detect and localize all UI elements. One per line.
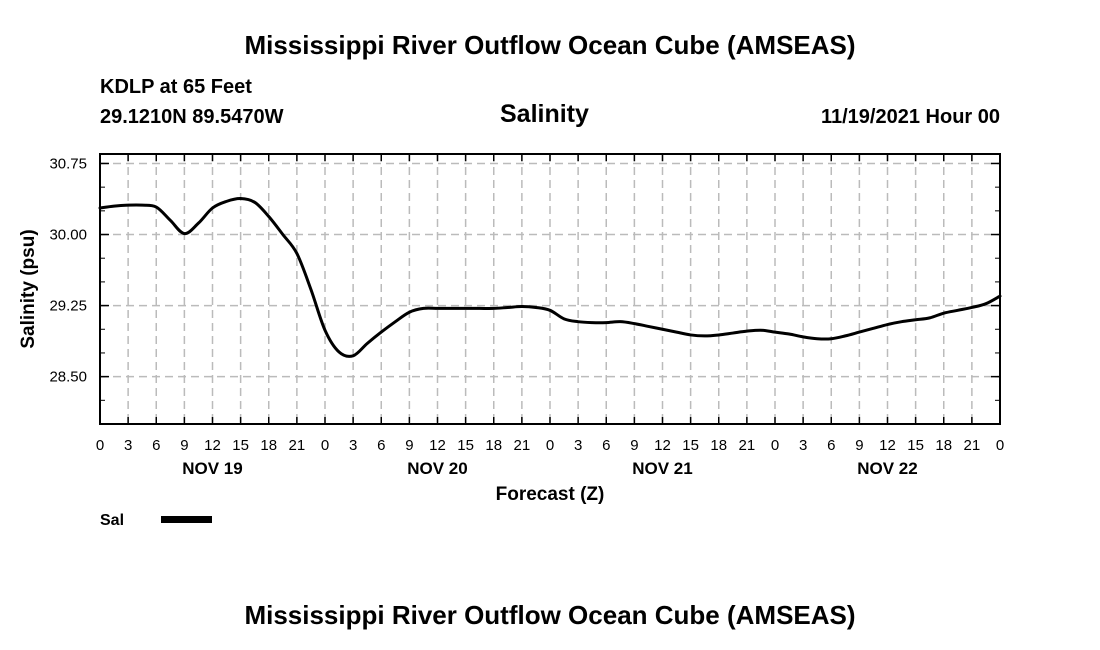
x-tick-label: 0 (321, 437, 329, 454)
x-tick-label: 21 (289, 437, 306, 454)
x-tick-label: 12 (879, 437, 896, 454)
x-tick-labels: 0 3 6 9 12 15 18 21 0 3 6 9 12 15 18 21 0 3 6 9 12 15 18 21 0 3 6 9… (96, 437, 1004, 454)
x-tick-label: 9 (180, 437, 188, 454)
x-tick-label: 3 (349, 437, 357, 454)
x-tick-label: 0 (96, 437, 104, 454)
y-tick-label: 30.75 (49, 155, 87, 172)
x-tick-label: 18 (260, 437, 277, 454)
x-tick-label: 15 (457, 437, 474, 454)
y-axis-label: Salinity (psu) (18, 229, 39, 348)
x-tick-label: 21 (964, 437, 981, 454)
y-tick-label: 29.25 (49, 298, 87, 315)
x-tick-label: 15 (907, 437, 924, 454)
x-tick-label: 6 (377, 437, 385, 454)
x-tick-label: 18 (935, 437, 952, 454)
x-tick-label: 12 (429, 437, 446, 454)
x-tick-label: 18 (485, 437, 502, 454)
x-axis-label: Forecast (Z) (496, 484, 605, 505)
x-tick-label: 6 (152, 437, 160, 454)
x-tick-label: 6 (602, 437, 610, 454)
x-tick-label: 3 (574, 437, 582, 454)
day-label: NOV 21 (632, 459, 692, 478)
x-tick-label: 0 (546, 437, 554, 454)
grid-lines (100, 154, 1000, 424)
station-coordinates: 29.1210N 89.5470W (100, 106, 284, 128)
legend: Sal (100, 512, 212, 529)
legend-label: Sal (100, 512, 124, 529)
legend-swatch (161, 516, 212, 523)
x-tick-label: 9 (630, 437, 638, 454)
x-tick-label: 15 (682, 437, 699, 454)
y-tick-label: 30.00 (49, 227, 87, 244)
x-tick-label: 6 (827, 437, 835, 454)
x-tick-label: 21 (514, 437, 531, 454)
variable-title: Salinity (500, 100, 589, 128)
salinity-series-line (98, 197, 1002, 358)
x-tick-label: 3 (799, 437, 807, 454)
plot-frame (99, 153, 1001, 425)
x-tick-label: 3 (124, 437, 132, 454)
footer-title: Mississippi River Outflow Ocean Cube (AM… (244, 600, 856, 630)
station-label: KDLP at 65 Feet (100, 76, 252, 98)
y-tick-label: 28.50 (49, 369, 87, 386)
x-tick-label: 12 (654, 437, 671, 454)
x-tick-label: 12 (204, 437, 221, 454)
forecast-datetime: 11/19/2021 Hour 00 (820, 106, 1000, 128)
x-tick-label: 9 (855, 437, 863, 454)
day-label: NOV 22 (857, 459, 917, 478)
day-label: NOV 19 (182, 459, 242, 478)
x-tick-label: 15 (232, 437, 249, 454)
x-tick-label: 9 (405, 437, 413, 454)
day-label: NOV 20 (407, 459, 467, 478)
x-tick-label: 0 (771, 437, 779, 454)
chart-main-title: Mississippi River Outflow Ocean Cube (AM… (244, 30, 856, 60)
y-tick-labels: 28.50 29.25 30.00 30.75 (49, 155, 87, 385)
day-labels: NOV 19 NOV 20 NOV 21 NOV 22 (182, 459, 917, 478)
x-tick-label: 21 (739, 437, 756, 454)
x-tick-label: 0 (996, 437, 1004, 454)
x-tick-label: 18 (710, 437, 727, 454)
